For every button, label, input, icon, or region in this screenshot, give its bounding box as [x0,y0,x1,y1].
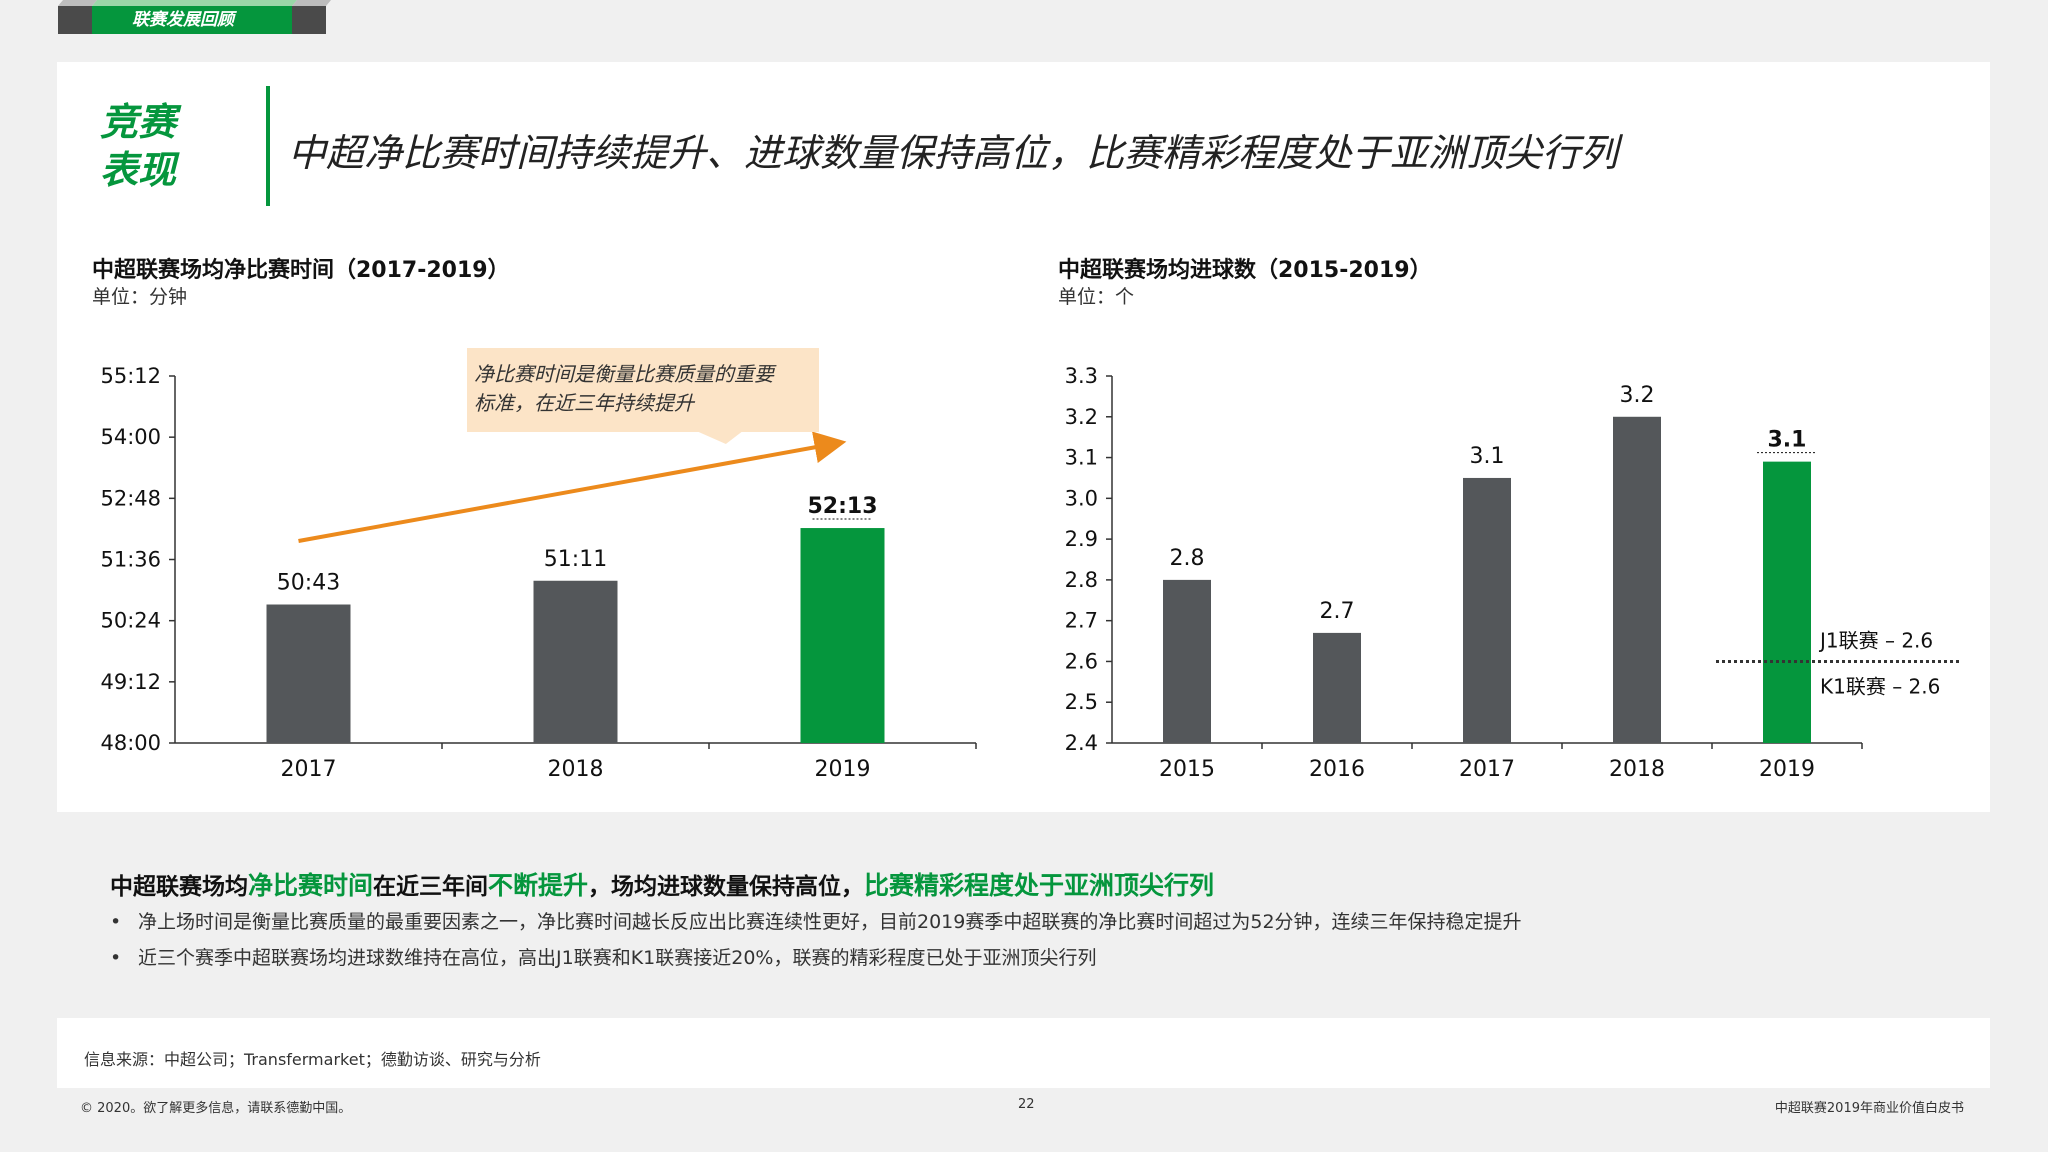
data-label-2017: 3.1 [1470,444,1505,469]
source-note: 信息来源：中超公司；Transfermarket；德勤访谈、研究与分析 [84,1050,541,1069]
footer-copyright: © 2020。欲了解更多信息，请联系德勤中国。 [80,1101,352,1116]
page-number: 22 [1018,1097,1035,1112]
bar-2017 [266,604,351,743]
y-tick-label: 54:00 [100,425,161,449]
bar-2017 [1463,477,1511,743]
tab-decor-left [58,6,92,34]
chart2-unit: 单位：个 [1058,286,1135,308]
y-tick-label: 51:36 [100,548,161,572]
main-panel [57,62,1990,812]
callout-box [467,348,819,432]
y-tick-label: 3.1 [1065,446,1098,470]
summary-highlight1: 净比赛时间 [248,871,374,900]
trend-arrow [298,431,847,543]
x-tick-label-2019: 2019 [1759,757,1815,782]
y-tick-label: 2.5 [1065,690,1098,714]
bullet-list: 净上场时间是衡量比赛质量的最重要因素之一，净比赛时间越长反应出比赛连续性更好，目… [110,904,1522,976]
tab-decor-right [292,6,326,34]
y-tick-label: 2.7 [1065,609,1098,633]
bar-2018 [1613,416,1661,743]
section-tag-line2: 表现 [100,148,177,192]
footer-doc-title: 中超联赛2019年商业价值白皮书 [1774,1101,1964,1116]
summary-part3: ，场均进球数量保持高位， [588,874,865,900]
title-divider [266,86,270,206]
y-tick-label: 3.3 [1065,364,1098,388]
callout-tail [694,430,756,444]
summary-highlight2: 不断提升 [488,871,589,900]
summary-part1: 中超联赛场均 [110,874,248,900]
y-tick-label: 2.8 [1065,568,1098,592]
x-tick-label-2018: 2018 [548,757,604,782]
y-tick-label: 2.4 [1065,731,1098,755]
chart1-unit: 单位：分钟 [92,286,188,308]
section-tab-label: 联赛发展回顾 [92,6,292,34]
x-tick-label-2017: 2017 [1459,757,1515,782]
callout-text: 净比赛时间是衡量比赛质量的重要 标准，在近三年持续提升 [474,360,814,418]
section-tag-line1: 竞赛 [100,100,177,144]
callout-line1: 净比赛时间是衡量比赛质量的重要 [474,362,774,386]
x-tick-label-2019: 2019 [815,757,871,782]
y-tick-label: 3.0 [1065,486,1098,510]
data-label-2015: 2.8 [1170,546,1205,571]
bar-2019 [1763,461,1811,743]
bar-2019 [800,528,885,743]
bullet-item: 净上场时间是衡量比赛质量的最重要因素之一，净比赛时间越长反应出比赛连续性更好，目… [110,904,1522,940]
bar-2018 [533,580,618,743]
data-label-2018: 51:11 [544,547,607,572]
data-label-2018: 3.2 [1620,383,1655,408]
bar-2016 [1313,632,1361,743]
y-tick-label: 55:12 [100,364,161,388]
reference-label-k1: K1联赛 – 2.6 [1820,674,1940,698]
y-tick-label: 52:48 [100,486,161,510]
source-box [57,1018,1990,1088]
data-label-2017: 50:43 [277,571,340,596]
y-tick-label: 2.9 [1065,527,1098,551]
summary-heading: 中超联赛场均净比赛时间在近三年间不断提升，场均进球数量保持高位，比赛精彩程度处于… [110,866,1214,902]
callout-line2: 标准，在近三年持续提升 [474,391,694,415]
data-label-2016: 2.7 [1320,599,1355,624]
summary-part2: 在近三年间 [373,874,489,900]
data-label-2019: 52:13 [807,494,877,519]
bar-2015 [1163,579,1211,743]
x-tick-label-2016: 2016 [1309,757,1365,782]
y-tick-label: 49:12 [100,670,161,694]
y-tick-label: 48:00 [100,731,161,755]
goals-chart: 2.4 2.5 2.6 2.7 2.8 2.9 3.0 3.1 3.2 3.3 2.8 2015 2.7… [1065,364,1962,782]
summary-highlight3: 比赛精彩程度处于亚洲顶尖行列 [864,871,1215,900]
y-tick-label: 50:24 [100,609,161,633]
x-tick-label-2017: 2017 [281,757,337,782]
chart2-title: 中超联赛场均进球数（2015-2019） [1058,258,1432,283]
bullet-item: 近三个赛季中超联赛场均进球数维持在高位，高出J1联赛和K1联赛接近20%，联赛的… [110,940,1522,976]
y-tick-label: 3.2 [1065,405,1098,429]
chart1-title: 中超联赛场均净比赛时间（2017-2019） [92,258,510,283]
section-tag: 竞赛 表现 [100,98,210,194]
section-tab: 联赛发展回顾 [58,0,330,38]
data-label-2019: 3.1 [1768,428,1807,453]
x-tick-label-2015: 2015 [1159,757,1215,782]
y-tick-label: 2.6 [1065,649,1098,673]
page-title: 中超净比赛时间持续提升、进球数量保持高位，比赛精彩程度处于亚洲顶尖行列 [288,131,1619,175]
match-time-chart: 48:00 49:12 50:24 51:36 52:48 54:00 55:12 50:43… [100,364,977,782]
reference-label-j1: J1联赛 – 2.6 [1818,628,1933,652]
x-tick-label-2018: 2018 [1609,757,1665,782]
